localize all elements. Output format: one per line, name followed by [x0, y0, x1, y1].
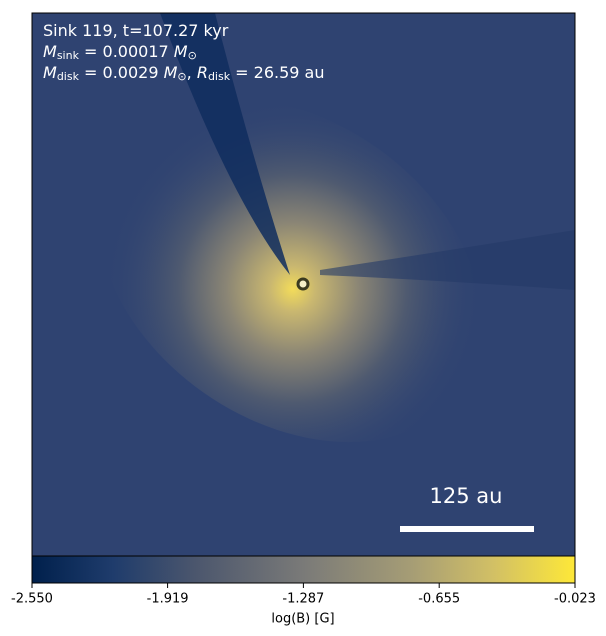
- annotation-part: ,: [187, 63, 197, 82]
- field-image: [32, 13, 575, 556]
- annotation: Sink 119, t=107.27 kyr: [43, 21, 229, 40]
- colorbar-tick-label: -0.655: [418, 592, 460, 607]
- colorbar-axis: -2.550 -1.919 -1.287 -0.655 -0.023: [11, 583, 596, 607]
- colorbar: [31, 555, 576, 584]
- annotation-part: Sink 119, t=107.27 kyr: [43, 21, 229, 40]
- annotation-part: = 0.0029: [79, 63, 164, 82]
- annotation-part: ⊙: [188, 49, 197, 62]
- annotation-part: M: [43, 42, 57, 61]
- colorbar-tick-label: -1.287: [282, 592, 324, 607]
- annotation-part: = 0.00017: [79, 42, 174, 61]
- annotation-part: M: [164, 63, 178, 82]
- colorbar-tick-label: -1.919: [147, 592, 189, 607]
- annotation: Msink = 0.00017 M⊙: [43, 42, 197, 63]
- annotation-part: = 26.59 au: [230, 63, 324, 82]
- annotation-part: disk: [208, 70, 231, 83]
- colorbar-tick-label: -0.023: [554, 592, 596, 607]
- annotation-part: R: [197, 63, 208, 82]
- annotation-part: disk: [57, 70, 80, 83]
- scale-bar-label: 125 au: [430, 484, 503, 508]
- annotation-part: M: [174, 42, 188, 61]
- colorbar-label: log(B) [G]: [271, 612, 334, 627]
- annotation-part: M: [43, 63, 57, 82]
- colorbar-tick-label: -2.550: [11, 592, 53, 607]
- annotation-part: ⊙: [177, 70, 186, 83]
- annotation: Mdisk = 0.0029 M⊙, Rdisk = 26.59 au: [43, 63, 325, 84]
- annotation-part: sink: [57, 49, 80, 62]
